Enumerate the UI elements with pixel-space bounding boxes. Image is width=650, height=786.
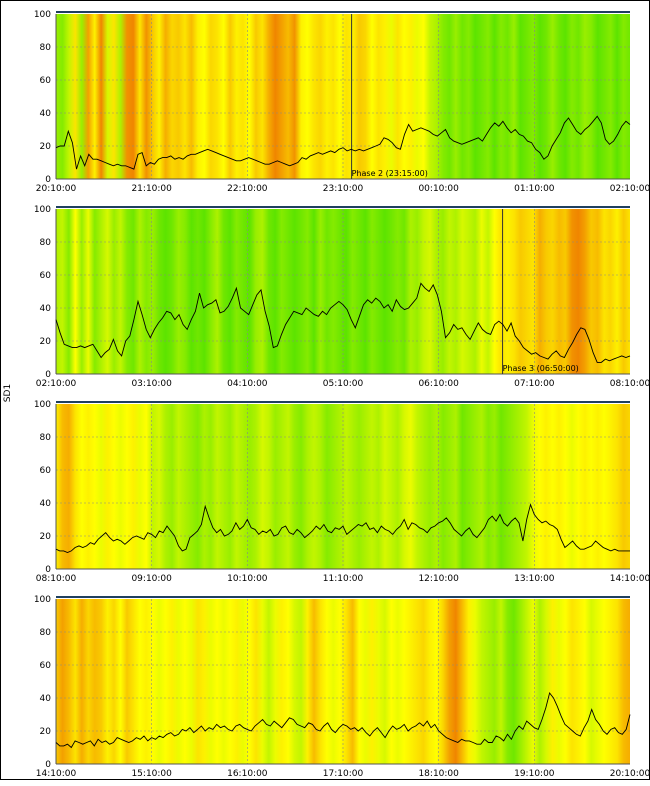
x-tick-label: 04:10:00 bbox=[227, 379, 268, 389]
x-tick-label: 06:10:00 bbox=[418, 379, 459, 389]
x-tick-label: 19:10:00 bbox=[514, 769, 555, 779]
y-tick-label: 0 bbox=[45, 760, 51, 770]
sd1-trace-line bbox=[55, 115, 631, 170]
x-tick-label: 18:10:00 bbox=[418, 769, 459, 779]
y-tick-label: 60 bbox=[40, 466, 52, 476]
sd1-trace-line bbox=[55, 282, 631, 363]
y-tick-label: 40 bbox=[40, 304, 52, 314]
x-tick-label: 14:10:00 bbox=[610, 574, 650, 584]
x-tick-label: 07:10:00 bbox=[514, 379, 555, 389]
y-tick-label: 100 bbox=[34, 595, 51, 605]
x-tick-label: 01:10:00 bbox=[514, 184, 555, 194]
panel-4: 0 20 40 60 80 100 14:10:00 15:10:00 16:10:00 17:1… bbox=[34, 595, 650, 779]
x-tick-label: 00:10:00 bbox=[418, 184, 459, 194]
sd1-trace-line bbox=[55, 691, 631, 749]
x-tick-label: 05:10:00 bbox=[323, 379, 364, 389]
y-tick-label: 100 bbox=[34, 400, 51, 410]
x-tick-label: 02:10:00 bbox=[36, 379, 77, 389]
panel-1: 0 20 40 60 80 100 20:10:00 21:10:00 22:10:00 23:1… bbox=[34, 10, 650, 194]
y-tick-label: 0 bbox=[45, 565, 51, 575]
x-tick-label: 23:10:00 bbox=[323, 184, 364, 194]
x-tick-label: 08:10:00 bbox=[610, 379, 650, 389]
y-tick-label: 0 bbox=[45, 370, 51, 380]
x-tick-label: 11:10:00 bbox=[323, 574, 364, 584]
y-tick-label: 80 bbox=[40, 433, 52, 443]
x-tick-label: 03:10:00 bbox=[131, 379, 172, 389]
sd1-trace-line bbox=[55, 503, 630, 553]
y-tick-label: 80 bbox=[40, 43, 52, 53]
y-tick-label: 40 bbox=[40, 694, 52, 704]
x-tick-label: 17:10:00 bbox=[323, 769, 364, 779]
y-tick-label: 100 bbox=[34, 205, 51, 215]
panel-2: 0 20 40 60 80 100 02:10:00 03:10:00 04:10:00 05:1… bbox=[34, 205, 650, 389]
x-tick-label: 15:10:00 bbox=[131, 769, 172, 779]
x-tick-label: 21:10:00 bbox=[131, 184, 172, 194]
x-tick-label: 20:10:00 bbox=[36, 184, 77, 194]
y-tick-label: 20 bbox=[40, 727, 52, 737]
x-tick-label: 16:10:00 bbox=[227, 769, 268, 779]
x-tick-label: 22:10:00 bbox=[227, 184, 268, 194]
y-tick-label: 60 bbox=[40, 76, 52, 86]
x-tick-label: 12:10:00 bbox=[418, 574, 459, 584]
x-tick-label: 13:10:00 bbox=[514, 574, 555, 584]
phase-marker-label: Phase 3 (06:50:00) bbox=[503, 364, 579, 373]
x-tick-label: 14:10:00 bbox=[36, 769, 77, 779]
x-tick-label: 09:10:00 bbox=[131, 574, 172, 584]
y-tick-label: 40 bbox=[40, 499, 52, 509]
y-tick-label: 60 bbox=[40, 271, 52, 281]
panel-3: 0 20 40 60 80 100 08:10:00 09:10:00 10:10:00 11:1… bbox=[34, 400, 650, 584]
y-tick-label: 20 bbox=[40, 142, 52, 152]
y-axis-label: SD1 bbox=[3, 384, 13, 402]
y-tick-label: 40 bbox=[40, 109, 52, 119]
y-tick-label: 80 bbox=[40, 628, 52, 638]
y-tick-label: 0 bbox=[45, 175, 51, 185]
y-tick-label: 60 bbox=[40, 661, 52, 671]
y-tick-label: 100 bbox=[34, 10, 51, 20]
x-tick-label: 20:10:00 bbox=[610, 769, 650, 779]
y-tick-label: 20 bbox=[40, 532, 52, 542]
x-tick-label: 10:10:00 bbox=[227, 574, 268, 584]
x-tick-label: 08:10:00 bbox=[36, 574, 77, 584]
y-tick-label: 80 bbox=[40, 238, 52, 248]
phase-marker-label: Phase 2 (23:15:00) bbox=[352, 169, 428, 178]
y-tick-label: 20 bbox=[40, 337, 52, 347]
x-tick-label: 02:10:00 bbox=[610, 184, 650, 194]
